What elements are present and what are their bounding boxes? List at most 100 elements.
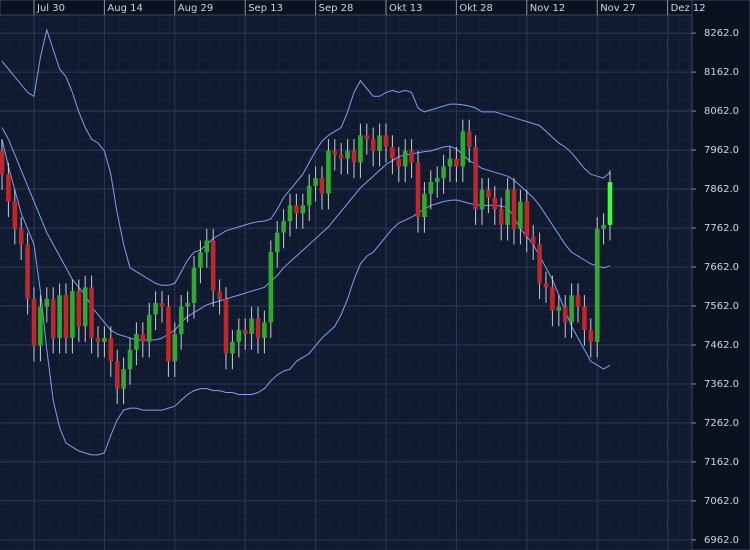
candle-body	[396, 158, 402, 167]
grid	[0, 15, 692, 550]
candle-body	[447, 158, 453, 167]
candle-body	[370, 139, 376, 151]
candle-body	[550, 287, 555, 311]
candle-body	[134, 334, 139, 350]
candle-body	[287, 205, 293, 222]
candle-body	[486, 189, 491, 198]
candle-body	[159, 302, 165, 307]
candle-body	[313, 178, 318, 186]
y-axis-strip	[691, 0, 750, 550]
y-tick-label: 7862.0	[704, 184, 739, 195]
candle-body	[95, 337, 101, 342]
minor-grid	[0, 15, 692, 550]
candle-body	[466, 131, 472, 147]
candle-body	[204, 240, 210, 253]
candle-body	[498, 209, 504, 225]
x-tick-label: Jul 30	[36, 3, 65, 14]
candle-body	[18, 228, 24, 245]
candle-body	[198, 252, 203, 268]
candle-body	[63, 295, 69, 338]
candle-body	[178, 306, 184, 335]
candle-body	[518, 201, 523, 229]
labels: 6962.0 7062.0 7162.0 7262.0 7362.0 7462.0 7562…	[33, 0, 739, 546]
candle-body	[422, 193, 427, 218]
y-tick-label: 8262.0	[704, 28, 739, 39]
candle-body	[57, 295, 62, 338]
candle-body	[454, 158, 459, 167]
x-tick-label: Aug 29	[178, 3, 213, 14]
candle-body	[255, 318, 261, 338]
y-tick-label: 8162.0	[704, 67, 739, 78]
candle-body	[434, 178, 440, 183]
candle-body	[236, 330, 242, 342]
candle-body	[89, 287, 94, 338]
candle-body	[191, 267, 197, 303]
x-tick-label: Nov 12	[530, 3, 565, 14]
candle-body	[31, 298, 37, 346]
candle-body	[460, 131, 466, 167]
candle-body	[6, 174, 11, 202]
candle-body	[294, 205, 299, 214]
candle-body	[274, 232, 280, 253]
candle-body	[358, 135, 363, 163]
candle-body	[146, 314, 152, 342]
candle-body	[326, 150, 331, 194]
candle-body	[575, 295, 581, 307]
y-tick-label: 7062.0	[704, 496, 739, 507]
candle-body	[569, 295, 574, 323]
candle-body	[409, 150, 414, 163]
x-tick-label: Nov 27	[600, 3, 635, 14]
candle-body	[479, 189, 485, 210]
x-tick-label: Dez 12	[671, 3, 706, 14]
candles	[0, 119, 613, 405]
y-tick-label: 7962.0	[704, 145, 739, 156]
candle-body	[556, 306, 562, 311]
candle-body	[364, 135, 370, 140]
band-line	[1, 28, 611, 286]
candle-body	[473, 146, 478, 210]
candle-body	[345, 150, 350, 159]
y-tick-label: 7262.0	[704, 418, 739, 429]
candle-body	[82, 287, 88, 327]
candle-body	[230, 341, 235, 354]
candle-body	[588, 330, 594, 342]
candle-body	[38, 306, 43, 346]
candle-body	[44, 298, 50, 307]
y-tick-label: 7562.0	[704, 301, 739, 312]
candle-body	[140, 334, 146, 342]
candle-body	[511, 189, 517, 229]
candle-body	[332, 150, 338, 155]
candle-body	[166, 306, 171, 362]
candle-body	[505, 189, 510, 225]
candle-body	[0, 150, 5, 175]
candle-body	[377, 135, 382, 151]
candle-body	[601, 224, 606, 229]
x-tick-label: Aug 14	[107, 3, 142, 14]
candle-body	[524, 201, 530, 237]
candle-body	[582, 306, 587, 331]
candle-body	[262, 322, 267, 338]
candle-body	[172, 334, 178, 362]
y-tick-label: 8062.0	[704, 106, 739, 117]
candle-body	[492, 197, 498, 210]
candle-body	[415, 162, 421, 218]
candle-body	[127, 349, 133, 370]
candle-body	[25, 244, 30, 299]
candle-body	[338, 154, 344, 159]
candle-body	[319, 178, 325, 194]
candle-body	[281, 221, 286, 233]
y-tick-label: 7362.0	[704, 379, 739, 390]
candle-body	[210, 240, 216, 292]
candle-body	[300, 205, 306, 214]
candle-body	[594, 228, 600, 342]
candle-body	[530, 236, 536, 245]
y-tick-label: 7762.0	[704, 223, 739, 234]
candle-body	[12, 201, 18, 229]
y-tick-label: 6962.0	[704, 535, 739, 546]
candle-body	[185, 302, 190, 307]
candle-body	[441, 166, 446, 179]
y-tick-label: 7662.0	[704, 262, 739, 273]
candle-body	[562, 306, 568, 323]
